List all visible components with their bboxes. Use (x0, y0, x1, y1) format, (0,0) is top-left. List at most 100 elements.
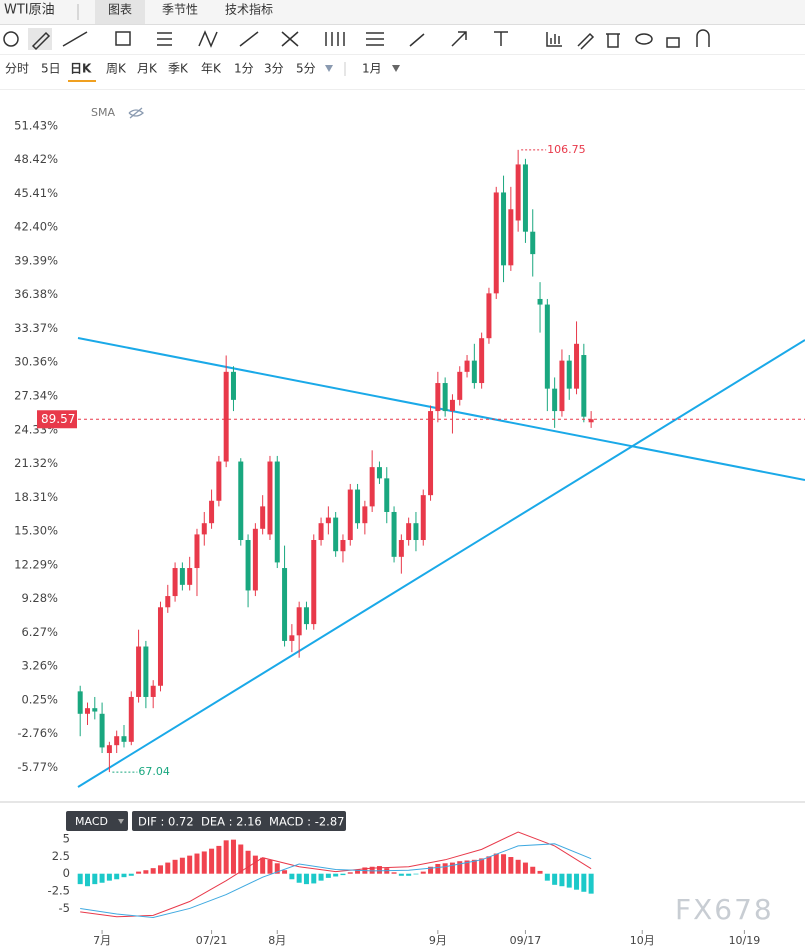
y-tick-label: -2.76% (17, 726, 58, 740)
tool-icon[interactable] (3, 31, 19, 47)
tool-icon[interactable] (31, 31, 51, 51)
y-tick-label: 0.25% (21, 692, 58, 706)
candle-body (325, 517, 331, 524)
macd-bar (501, 854, 507, 874)
period[interactable]: 月K (137, 62, 158, 76)
period[interactable]: 1月 (362, 62, 382, 76)
tool-icon[interactable] (239, 31, 259, 47)
y-tick-label: 9.28% (21, 591, 58, 605)
macd-line (80, 843, 592, 918)
candle-body (428, 411, 434, 496)
candle-body (296, 607, 302, 636)
tool-icon[interactable] (325, 32, 345, 46)
last-price-box (37, 410, 77, 429)
tool-icon[interactable] (198, 30, 218, 48)
last-price-label: 89.57 (41, 412, 75, 426)
dropdown[interactable] (118, 819, 124, 824)
tab[interactable]: 图表 (108, 3, 132, 17)
period[interactable]: 周K (106, 62, 127, 76)
macd-bar (435, 863, 441, 874)
tool-icon[interactable] (696, 29, 710, 47)
tool-icon[interactable] (115, 31, 131, 46)
candle-body (552, 388, 558, 412)
macd-label: MACD (75, 815, 108, 828)
period[interactable]: 分时 (5, 62, 29, 76)
tool-icon[interactable] (451, 31, 467, 47)
period[interactable]: 3分 (264, 62, 284, 76)
y-tick-label: 33.37% (14, 321, 58, 335)
candle-body (413, 523, 419, 541)
period-bar: 分时 5日 日K 周K 月K 季K 年K 1分 3分 5分 1月 (5, 62, 400, 82)
visibility-icon[interactable] (128, 107, 144, 119)
y-tick-label: 12.29% (14, 557, 58, 571)
candle-body (274, 461, 280, 563)
candle-body (347, 489, 353, 541)
x-tick-label: 09/17 (510, 934, 542, 946)
macd-bar (245, 850, 251, 874)
period[interactable]: 5日 (41, 62, 61, 76)
low-label: 67.04 (138, 765, 170, 778)
candle-body (165, 596, 171, 608)
candle-body (303, 607, 309, 625)
trend-line (77, 336, 805, 482)
candle-body (355, 489, 361, 524)
period[interactable]: 年K (201, 62, 222, 76)
candle-body (420, 495, 426, 541)
x-tick-label: 9月 (429, 934, 447, 946)
tool-icon[interactable] (157, 32, 172, 46)
y-tick-label: 6.27% (21, 625, 58, 639)
tool-icon[interactable] (577, 32, 595, 50)
y-tick-label: 45.41% (14, 186, 58, 200)
period-active[interactable]: 日K (70, 62, 92, 76)
period[interactable]: 1分 (234, 62, 254, 76)
tool-icon[interactable] (546, 32, 562, 47)
dropdown[interactable] (325, 65, 333, 72)
candle-body (106, 745, 112, 754)
period[interactable]: 5分 (296, 62, 316, 76)
macd-bar (194, 853, 200, 874)
candle-body (157, 607, 163, 686)
macd-bar (77, 873, 83, 885)
active-tab-bg (95, 0, 145, 24)
macd-bar (282, 870, 288, 874)
tool-icon[interactable] (494, 31, 508, 46)
macd-bar (391, 872, 397, 874)
tool-icon[interactable] (635, 33, 653, 45)
tool-icon[interactable] (409, 33, 425, 47)
candle-body (84, 708, 90, 714)
tool-icon[interactable] (62, 31, 88, 47)
candle-body (449, 399, 455, 412)
macd-bar (223, 840, 229, 874)
macd-bar (311, 873, 317, 884)
candle-body (318, 523, 324, 541)
tab[interactable]: 季节性 (162, 3, 198, 17)
candle-body (435, 383, 441, 412)
period[interactable]: 季K (168, 62, 189, 76)
macd-button[interactable] (66, 811, 128, 831)
macd-bar (398, 873, 404, 876)
macd-bar (355, 869, 361, 874)
instrument[interactable]: WTI原油 (4, 3, 55, 18)
candle-body (522, 164, 528, 232)
candle-body (574, 343, 580, 389)
macd-bar (179, 857, 185, 874)
macd-bar (296, 873, 302, 883)
candle-body (252, 528, 258, 591)
candle-body (128, 696, 134, 742)
candle-body (515, 164, 521, 221)
candle-body (245, 540, 251, 591)
candle-body (376, 467, 382, 479)
tool-icon[interactable] (606, 33, 620, 48)
macd-bar (581, 873, 587, 892)
y-tick-label: -5.77% (17, 760, 58, 774)
candle-body (508, 209, 514, 266)
dropdown[interactable] (392, 65, 400, 72)
candle-body (209, 500, 215, 524)
macd-bar (537, 870, 543, 874)
macd-bar (260, 857, 266, 874)
tab[interactable]: 技术指标 (225, 2, 273, 17)
tool-icon[interactable] (366, 32, 384, 46)
macd-bar (150, 868, 156, 874)
tool-icon[interactable] (281, 31, 299, 47)
tool-icon[interactable] (666, 37, 680, 48)
